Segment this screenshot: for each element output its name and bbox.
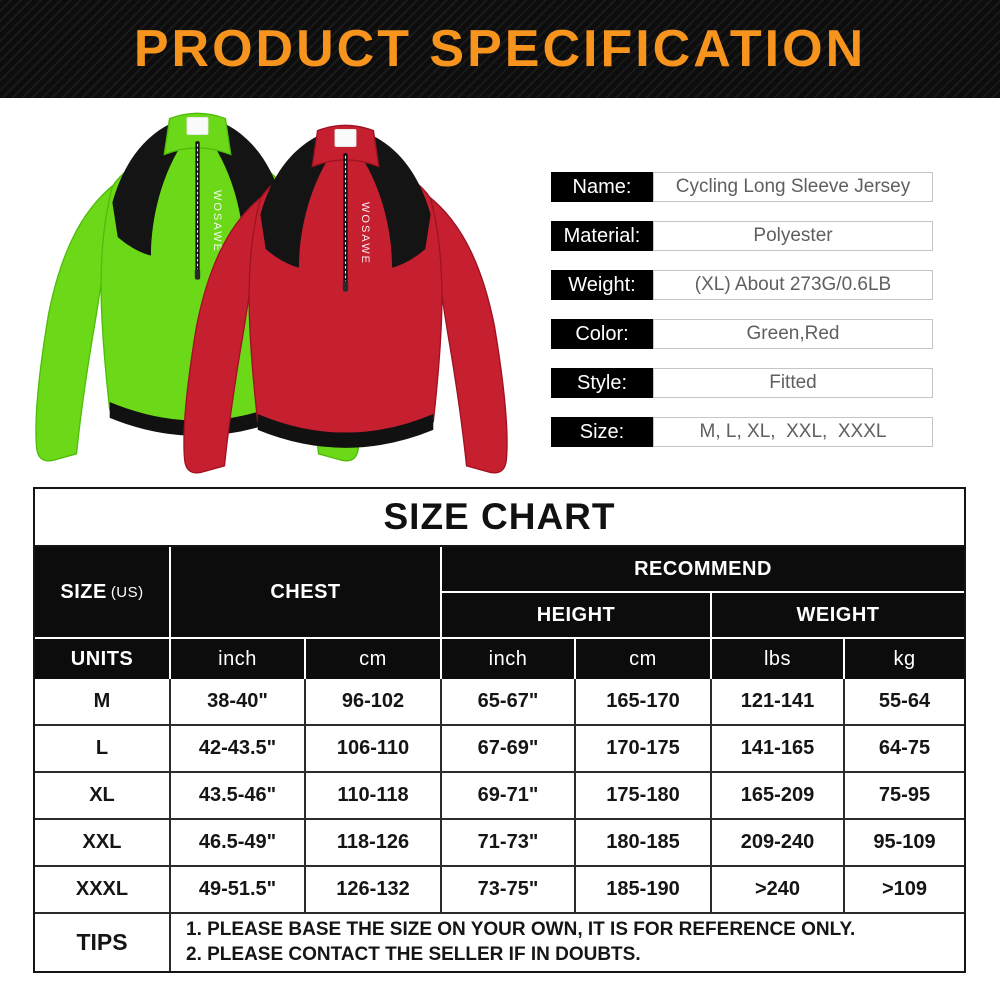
- size-cell: M: [35, 679, 169, 724]
- table-cell: >240: [712, 867, 843, 912]
- spec-value: Polyester: [653, 221, 933, 251]
- brand-text-red: WOSAWE: [359, 202, 371, 265]
- spec-value: M, L, XL, XXL, XXXL: [653, 417, 933, 447]
- spec-value: Fitted: [653, 368, 933, 398]
- col-header-height: HEIGHT: [442, 593, 710, 637]
- tips-line-1: 1. PLEASE BASE THE SIZE ON YOUR OWN, IT …: [186, 919, 856, 940]
- size-chart-title: SIZE CHART: [35, 489, 964, 547]
- col-header-size-us: SIZE (US): [35, 547, 169, 637]
- table-cell: 175-180: [576, 773, 710, 818]
- table-cell: 170-175: [576, 726, 710, 771]
- col-header-chest: CHEST: [171, 547, 440, 637]
- table-cell: 96-102: [306, 679, 440, 724]
- table-cell: 38-40": [171, 679, 304, 724]
- spec-label: Style:: [551, 368, 653, 398]
- table-cell: 118-126: [306, 820, 440, 865]
- table-cell: >109: [845, 867, 964, 912]
- page-title: PRODUCT SPECIFICATION: [133, 20, 867, 78]
- table-cell: 42-43.5": [171, 726, 304, 771]
- spec-row-name: Name: Cycling Long Sleeve Jersey: [551, 172, 933, 202]
- tips-line-2: 2. PLEASE CONTACT THE SELLER IF IN DOUBT…: [186, 944, 641, 965]
- spec-row-style: Style: Fitted: [551, 368, 933, 398]
- spec-row-material: Material: Polyester: [551, 221, 933, 251]
- col-header-weight: WEIGHT: [712, 593, 964, 637]
- tips-label: TIPS: [35, 914, 169, 971]
- table-cell: 49-51.5": [171, 867, 304, 912]
- spec-label: Color:: [551, 319, 653, 349]
- table-cell: 106-110: [306, 726, 440, 771]
- unit-weight-lbs: lbs: [712, 639, 843, 679]
- table-cell: 165-209: [712, 773, 843, 818]
- size-chart-body: M 38-40" 96-102 65-67" 165-170 121-141 5…: [35, 679, 964, 971]
- unit-weight-kg: kg: [845, 639, 964, 679]
- unit-height-inch: inch: [442, 639, 574, 679]
- spec-label: Name:: [551, 172, 653, 202]
- brand-text-green: WOSAWE: [211, 190, 223, 253]
- table-cell: 121-141: [712, 679, 843, 724]
- spec-label: Size:: [551, 417, 653, 447]
- unit-chest-inch: inch: [171, 639, 304, 679]
- size-chart-header: SIZE (US) CHEST RECOMMEND HEIGHT WEIGHT …: [35, 547, 964, 679]
- table-cell: 141-165: [712, 726, 843, 771]
- units-row-label: UNITS: [35, 639, 169, 679]
- table-cell: 185-190: [576, 867, 710, 912]
- table-cell: 75-95: [845, 773, 964, 818]
- size-cell: XL: [35, 773, 169, 818]
- table-cell: 165-170: [576, 679, 710, 724]
- table-cell: 180-185: [576, 820, 710, 865]
- table-cell: 110-118: [306, 773, 440, 818]
- table-cell: 126-132: [306, 867, 440, 912]
- spec-row-size: Size: M, L, XL, XXL, XXXL: [551, 417, 933, 447]
- product-photo-jerseys: WOSAWE WOSAWE: [35, 112, 508, 474]
- tips-content: 1. PLEASE BASE THE SIZE ON YOUR OWN, IT …: [171, 914, 964, 971]
- table-cell: 67-69": [442, 726, 574, 771]
- spec-value: (XL) About 273G/0.6LB: [653, 270, 933, 300]
- size-cell: L: [35, 726, 169, 771]
- size-chart-table: SIZE CHART SIZE (US) CHEST RECOMMEND HEI…: [33, 487, 966, 973]
- spec-label: Weight:: [551, 270, 653, 300]
- green-jersey: WOSAWE: [35, 112, 360, 462]
- table-cell: 73-75": [442, 867, 574, 912]
- size-cell: XXXL: [35, 867, 169, 912]
- col-header-recommend: RECOMMEND: [442, 547, 964, 591]
- unit-height-cm: cm: [576, 639, 710, 679]
- table-cell: 69-71": [442, 773, 574, 818]
- spec-value: Green,Red: [653, 319, 933, 349]
- table-cell: 55-64: [845, 679, 964, 724]
- table-cell: 65-67": [442, 679, 574, 724]
- spec-row-color: Color: Green,Red: [551, 319, 933, 349]
- table-cell: 64-75: [845, 726, 964, 771]
- unit-chest-cm: cm: [306, 639, 440, 679]
- size-cell: XXL: [35, 820, 169, 865]
- table-cell: 209-240: [712, 820, 843, 865]
- red-jersey: WOSAWE: [183, 124, 508, 474]
- header-banner: PRODUCT SPECIFICATION: [0, 0, 1000, 98]
- spec-row-weight: Weight: (XL) About 273G/0.6LB: [551, 270, 933, 300]
- table-cell: 43.5-46": [171, 773, 304, 818]
- table-cell: 95-109: [845, 820, 964, 865]
- spec-label: Material:: [551, 221, 653, 251]
- spec-value: Cycling Long Sleeve Jersey: [653, 172, 933, 202]
- table-cell: 46.5-49": [171, 820, 304, 865]
- table-cell: 71-73": [442, 820, 574, 865]
- spec-panel: Name: Cycling Long Sleeve Jersey Materia…: [551, 172, 933, 447]
